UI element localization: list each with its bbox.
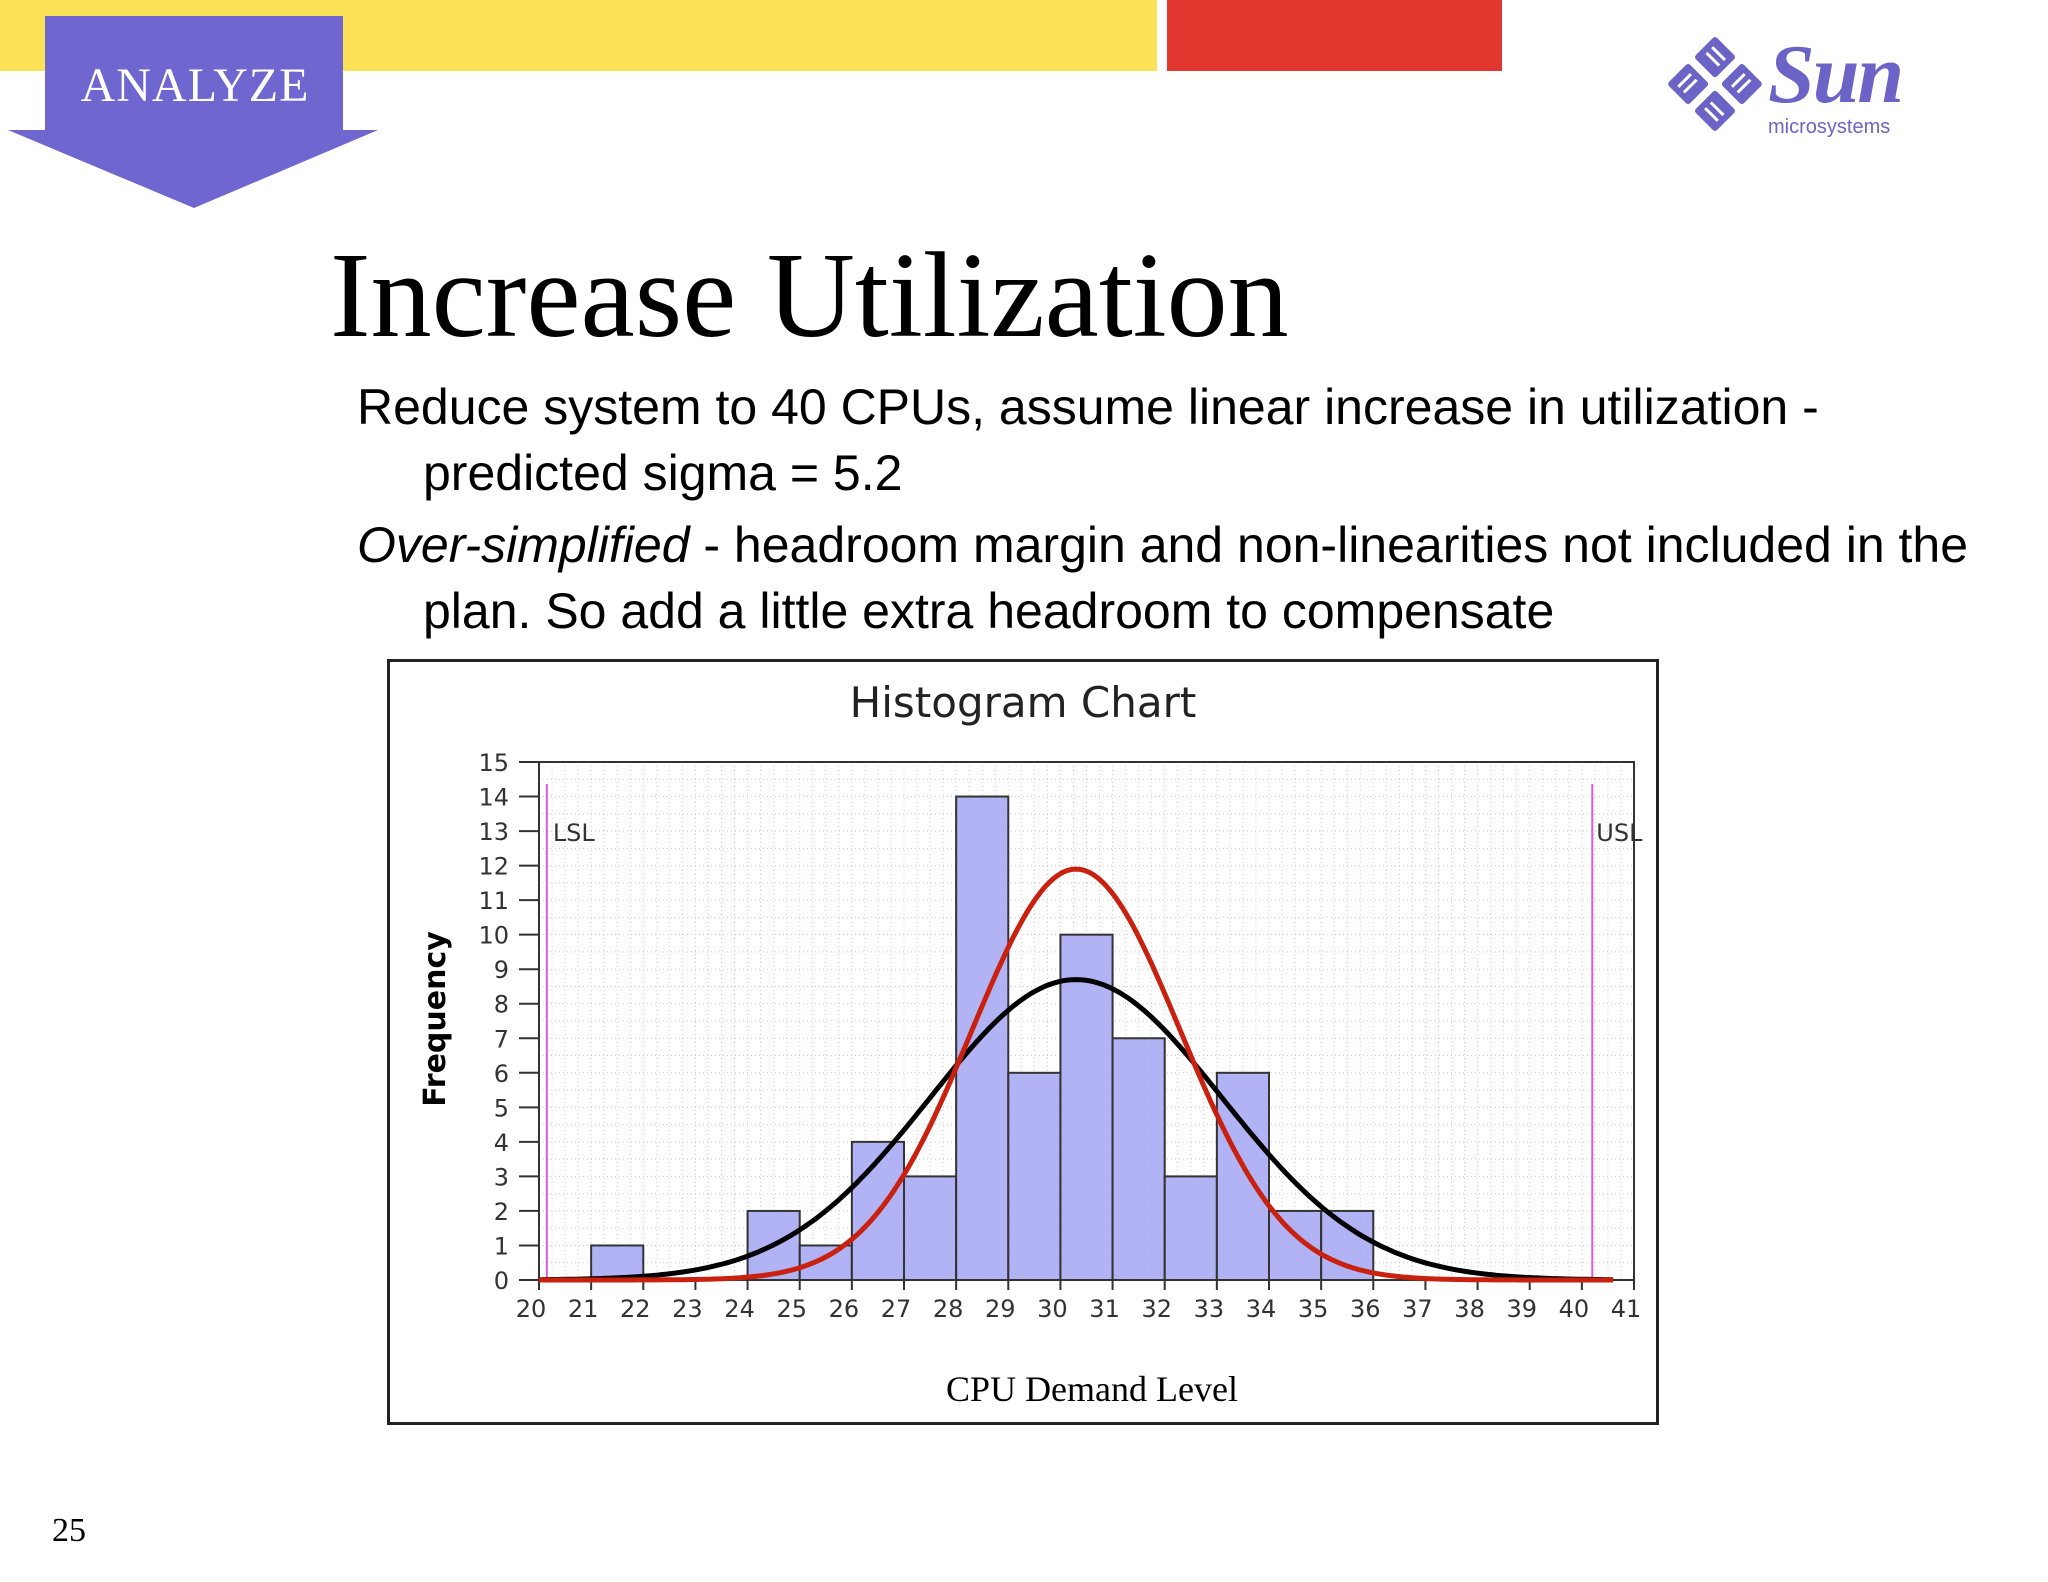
x-tick-label: 38 bbox=[1454, 1295, 1485, 1323]
chart-title: Histogram Chart bbox=[850, 678, 1197, 727]
x-tick-label: 28 bbox=[933, 1295, 964, 1323]
y-tick-label: 10 bbox=[478, 922, 509, 950]
y-tick-label: 2 bbox=[494, 1198, 509, 1226]
sun-emblem-icon bbox=[1668, 37, 1762, 131]
y-tick-label: 7 bbox=[494, 1025, 509, 1053]
spec-limit-label: LSL bbox=[553, 819, 596, 847]
sun-logo: Sun microsystems bbox=[1660, 28, 1930, 142]
x-tick-label: 22 bbox=[620, 1295, 651, 1323]
x-tick-label: 40 bbox=[1559, 1295, 1590, 1323]
x-tick-label: 27 bbox=[881, 1295, 912, 1323]
histogram-chart: Histogram Chart Frequency CPU Demand Lev… bbox=[418, 678, 1643, 1409]
x-tick-label: 39 bbox=[1506, 1295, 1537, 1323]
bullet-2-lead: Over-simplified bbox=[357, 517, 690, 573]
section-badge-label: ANALYZE bbox=[80, 59, 310, 112]
x-tick-label: 29 bbox=[985, 1295, 1016, 1323]
chart-frame bbox=[387, 659, 1659, 1425]
x-tick-label: 21 bbox=[568, 1295, 599, 1323]
bullet-1-text: Reduce system to 40 CPUs, assume linear … bbox=[357, 379, 1819, 501]
histogram-bar bbox=[1111, 1037, 1166, 1281]
logo-subtitle: microsystems bbox=[1768, 116, 1891, 138]
fitted-curve bbox=[538, 977, 1614, 1283]
histogram-bar bbox=[1007, 1071, 1062, 1281]
y-tick-label: 0 bbox=[494, 1267, 509, 1295]
bullet-1: Reduce system to 40 CPUs, assume linear … bbox=[357, 374, 1997, 506]
histogram-bar bbox=[903, 1175, 958, 1282]
histogram-bar bbox=[1059, 933, 1114, 1281]
y-tick-label: 3 bbox=[494, 1163, 509, 1191]
y-tick-label: 8 bbox=[494, 991, 509, 1019]
analyze-badge bbox=[8, 16, 378, 208]
x-tick-label: 26 bbox=[829, 1295, 860, 1323]
x-tick-label: 24 bbox=[724, 1295, 755, 1323]
spec-limit-label: USL bbox=[1596, 819, 1643, 847]
x-tick-label: 30 bbox=[1037, 1295, 1068, 1323]
slide-number: 25 bbox=[52, 1512, 86, 1549]
y-tick-label: 5 bbox=[494, 1094, 509, 1122]
page-title: Increase Utilization bbox=[330, 228, 1289, 363]
histogram-bar bbox=[1163, 1175, 1218, 1282]
y-tick-label: 11 bbox=[478, 887, 509, 915]
histogram-bar bbox=[1268, 1209, 1323, 1282]
logo-wordmark: Sun bbox=[1768, 28, 1904, 121]
y-tick-label: 6 bbox=[494, 1060, 509, 1088]
histogram-bar bbox=[1215, 1071, 1270, 1281]
fitted-curve bbox=[539, 866, 1614, 1283]
bullet-2-text: - headroom margin and non-linearities no… bbox=[423, 517, 1969, 639]
y-tick-label: 15 bbox=[478, 749, 509, 777]
x-tick-label: 23 bbox=[672, 1295, 703, 1323]
x-tick-label: 31 bbox=[1089, 1295, 1120, 1323]
y-tick-label: 9 bbox=[494, 956, 509, 984]
x-tick-label: 35 bbox=[1298, 1295, 1329, 1323]
x-tick-label: 41 bbox=[1611, 1295, 1642, 1323]
y-tick-label: 13 bbox=[478, 818, 509, 846]
x-tick-label: 33 bbox=[1194, 1295, 1225, 1323]
header-red-band bbox=[1167, 0, 1502, 71]
bullet-2: Over-simplified - headroom margin and no… bbox=[357, 512, 1997, 644]
x-tick-label: 34 bbox=[1246, 1295, 1277, 1323]
y-axis-label: Frequency bbox=[418, 931, 453, 1107]
x-tick-label: 36 bbox=[1350, 1295, 1381, 1323]
bullet-list: Reduce system to 40 CPUs, assume linear … bbox=[357, 374, 1997, 650]
y-tick-label: 1 bbox=[494, 1232, 509, 1260]
y-tick-label: 12 bbox=[478, 853, 509, 881]
y-tick-label: 4 bbox=[494, 1129, 509, 1157]
x-tick-label: 37 bbox=[1402, 1295, 1433, 1323]
y-tick-label: 14 bbox=[478, 784, 509, 812]
x-tick-label: 25 bbox=[776, 1295, 807, 1323]
x-tick-label: 20 bbox=[516, 1295, 547, 1323]
x-tick-label: 32 bbox=[1141, 1295, 1172, 1323]
x-axis-label: CPU Demand Level bbox=[946, 1369, 1238, 1409]
